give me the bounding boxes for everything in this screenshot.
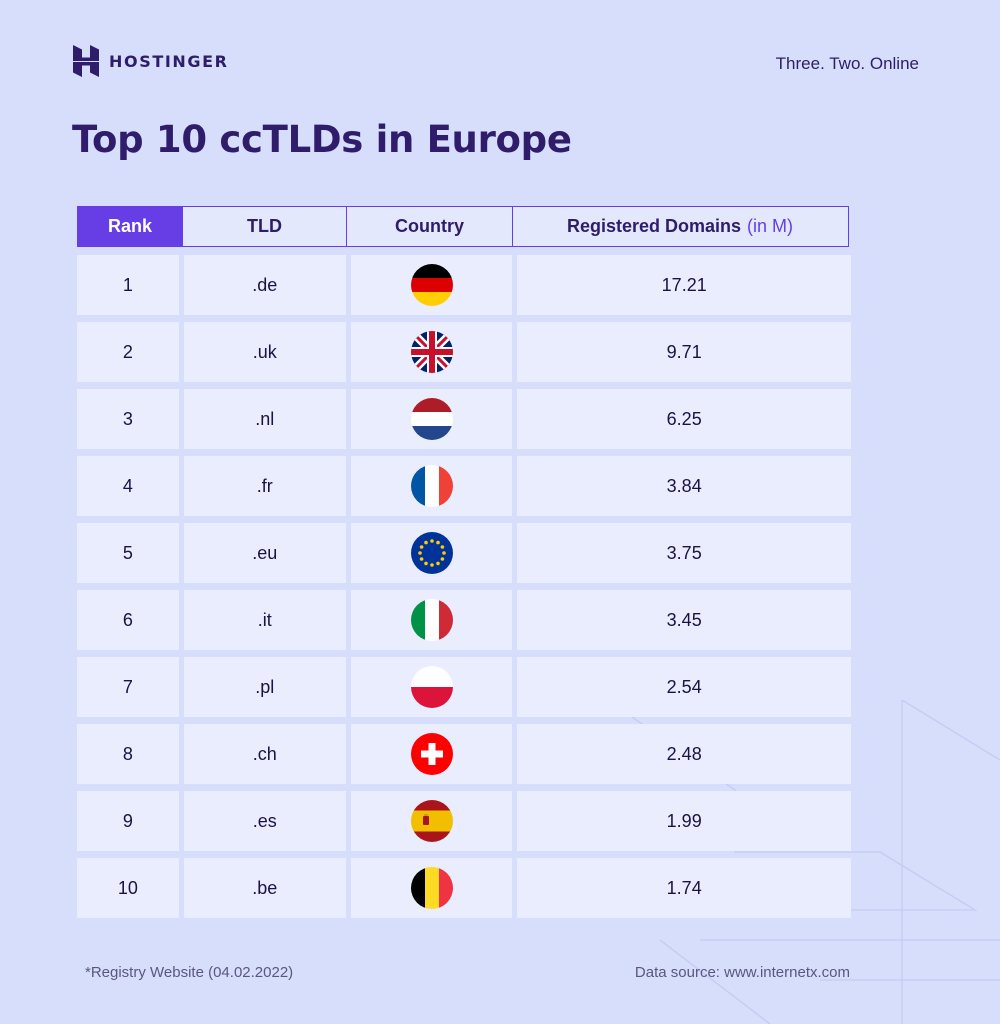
tld-cell: .eu [183, 523, 346, 583]
registered-domains-cell: 6.25 [517, 389, 851, 449]
netherlands-flag-icon [410, 398, 453, 440]
footnote: *Registry Website (04.02.2022) [85, 964, 294, 981]
registered-domains-cell: 1.74 [517, 858, 851, 918]
rank-cell: 3 [77, 389, 179, 449]
header-rank: Rank [77, 206, 183, 247]
country-cell [350, 724, 513, 784]
spain-flag-icon [410, 800, 453, 842]
header-unit: (in M) [747, 216, 794, 236]
cctld-table: Rank TLD Country Registered Domains (in … [77, 206, 851, 925]
tld-cell: .ch [183, 724, 346, 784]
registered-domains-cell: 1.99 [517, 791, 851, 851]
tld-cell: .pl [183, 657, 346, 717]
germany-flag-icon [410, 264, 453, 306]
data-source: Data source: www.internetx.com [634, 964, 850, 981]
tld-cell: .de [183, 255, 346, 315]
rank-cell: 6 [77, 590, 179, 650]
table-row: 4 .fr 3.84 [77, 456, 851, 516]
registered-domains-cell: 2.48 [517, 724, 851, 784]
country-cell [350, 389, 513, 449]
table-row: 7 .pl 2.54 [77, 657, 851, 717]
rank-cell: 5 [77, 523, 179, 583]
uk-flag-icon [410, 331, 453, 373]
table-row: 10 .be 1.74 [77, 858, 851, 918]
france-flag-icon [410, 465, 453, 507]
tld-cell: .nl [183, 389, 346, 449]
rank-cell: 10 [77, 858, 179, 918]
header-registered-label: Registered Domains [566, 216, 742, 236]
country-cell [350, 255, 513, 315]
country-cell [350, 858, 513, 918]
brand-tagline: Three. Two. Online [775, 54, 919, 73]
table-row: 6 .it 3.45 [77, 590, 851, 650]
tld-cell: .uk [183, 322, 346, 382]
registered-domains-cell: 9.71 [517, 322, 851, 382]
hostinger-logo: HOSTINGER [73, 45, 229, 77]
country-cell [350, 523, 513, 583]
tld-cell: .fr [183, 456, 346, 516]
table-row: 2 .uk 9.71 [77, 322, 851, 382]
belgium-flag-icon [410, 867, 453, 909]
tld-cell: .be [183, 858, 346, 918]
table-row: 9 .es 1.99 [77, 791, 851, 851]
rank-cell: 1 [77, 255, 179, 315]
brand-name: HOSTINGER [109, 51, 229, 71]
table-row: 1 .de 17.21 [77, 255, 851, 315]
hostinger-logo-icon [73, 45, 99, 77]
registered-domains-cell: 3.45 [517, 590, 851, 650]
page-title: Top 10 ccTLDs in Europe [72, 118, 572, 161]
rank-cell: 4 [77, 456, 179, 516]
country-cell [350, 791, 513, 851]
header-country: Country [346, 206, 513, 247]
rank-cell: 2 [77, 322, 179, 382]
poland-flag-icon [410, 666, 453, 708]
tld-cell: .es [183, 791, 346, 851]
registered-domains-cell: 17.21 [517, 255, 851, 315]
table-row: 3 .nl 6.25 [77, 389, 851, 449]
table-header-row: Rank TLD Country Registered Domains (in … [77, 206, 851, 247]
header-tld: TLD [181, 206, 348, 247]
registered-domains-cell: 3.75 [517, 523, 851, 583]
eu-flag-icon [410, 532, 453, 574]
tld-cell: .it [183, 590, 346, 650]
italy-flag-icon [410, 599, 453, 641]
rank-cell: 7 [77, 657, 179, 717]
country-cell [350, 322, 513, 382]
rank-cell: 8 [77, 724, 179, 784]
country-cell [350, 590, 513, 650]
registered-domains-cell: 3.84 [517, 456, 851, 516]
country-cell [350, 456, 513, 516]
country-cell [350, 657, 513, 717]
rank-cell: 9 [77, 791, 179, 851]
registered-domains-cell: 2.54 [517, 657, 851, 717]
switzerland-flag-icon [410, 733, 453, 775]
table-row: 8 .ch 2.48 [77, 724, 851, 784]
table-row: 5 .eu 3.75 [77, 523, 851, 583]
header-registered-domains: Registered Domains (in M) [511, 206, 849, 247]
table-body: 1 .de 17.21 2 .uk 9.71 3 .nl 6.25 4 .fr 3.84 5 .eu 3.7… [77, 255, 851, 918]
